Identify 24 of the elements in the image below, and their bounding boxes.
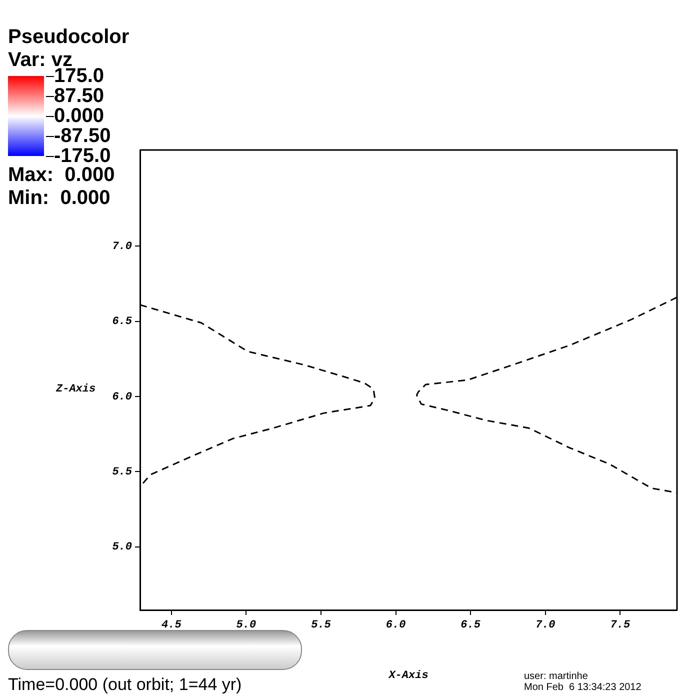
- text: Max: 0.000: [8, 164, 115, 186]
- y-tick-label: 6.5: [112, 316, 132, 328]
- x-tick-label: 7.0: [535, 619, 556, 632]
- chart-title: Pseudocolor: [8, 26, 130, 49]
- x-tick-label: 5.5: [311, 619, 332, 632]
- y-tick-label: 5.0: [112, 542, 132, 554]
- y-tick-label: 6.0: [112, 391, 132, 404]
- x-tick-label: 6.5: [460, 619, 481, 632]
- y-tick-label: 7.0: [112, 240, 132, 253]
- x-tick-label: 4.5: [162, 619, 182, 632]
- text: Mon Feb 6 13:34:23 2012: [524, 682, 642, 694]
- text: Min: 0.000: [8, 187, 110, 209]
- x-axis-title: X-Axis: [388, 670, 429, 682]
- text: Time=0.000 (out orbit; 1=44 yr): [8, 675, 242, 694]
- x-tick-label: 6.0: [386, 619, 406, 632]
- x-tick-label: 7.5: [610, 619, 630, 632]
- x-tick-label: 5.0: [236, 619, 256, 632]
- color-bar-label: -87.50: [53, 125, 111, 147]
- color-bar-label: -175.0: [53, 145, 111, 167]
- y-axis-title: Z-Axis: [55, 383, 96, 396]
- y-tick-label: 5.5: [112, 466, 132, 478]
- color-bar-label: 87.50: [53, 85, 104, 107]
- color-bar-label: 0.000: [53, 105, 104, 127]
- text: user: martinhe: [524, 671, 588, 682]
